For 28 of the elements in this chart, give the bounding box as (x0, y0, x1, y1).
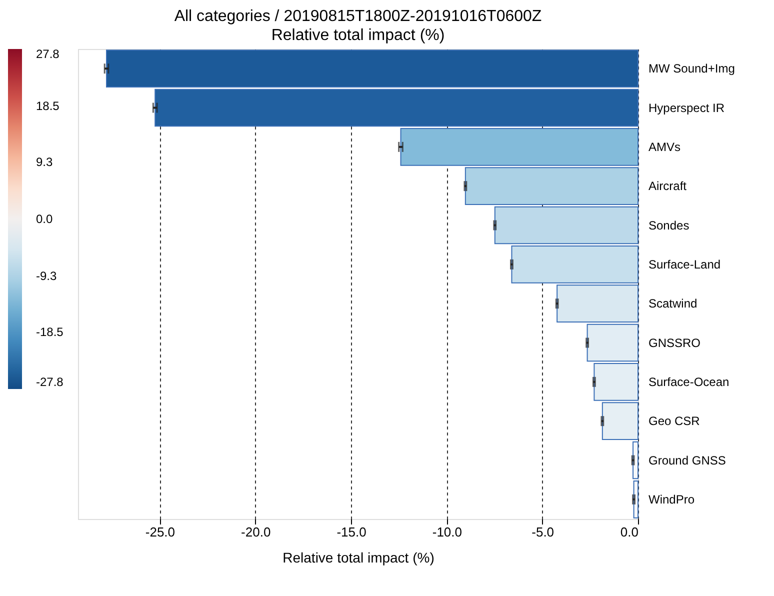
x-tick-label: -5.0 (532, 524, 554, 540)
y-tick-label: Geo CSR (648, 414, 700, 428)
x-tick-label: -15.0 (336, 524, 366, 540)
chart-subtitle: Relative total impact (%) (271, 27, 445, 44)
x-tick-label: -25.0 (145, 524, 176, 540)
color-bar-label: 27.8 (36, 47, 60, 61)
y-tick-label: AMVs (648, 140, 681, 154)
x-tick-label: -10.0 (432, 524, 462, 540)
y-tick-label: Scatwind (648, 296, 698, 311)
y-tick-label: Hyperspect IR (648, 100, 725, 115)
y-tick-label: Surface-Ocean (648, 374, 730, 389)
y-tick-label: Aircraft (648, 179, 688, 194)
color-bar-label: -18.5 (36, 325, 64, 340)
x-tick-label: 0.0 (620, 524, 638, 540)
color-bar-label: -27.8 (36, 375, 64, 389)
y-tick-label: Surface-Land (648, 257, 721, 272)
y-tick-label: WindPro (648, 492, 695, 506)
y-tick-label: Ground GNSS (648, 453, 726, 468)
y-tick-label: MW Sound+Img (648, 62, 735, 76)
color-bar-label: 0.0 (36, 212, 54, 226)
y-tick-label: Sondes (648, 218, 690, 232)
y-tick-label: GNSSRO (648, 336, 701, 350)
color-bar-label: 9.3 (36, 155, 54, 170)
color-bar-label: 18.5 (36, 98, 60, 113)
x-tick-label: -20.0 (241, 524, 271, 540)
x-axis-title: Relative total impact (%) (282, 550, 434, 566)
chart-title: All categories / 20190815T1800Z-20191016T0600Z (174, 8, 542, 25)
color-bar-label: -9.3 (36, 268, 58, 283)
